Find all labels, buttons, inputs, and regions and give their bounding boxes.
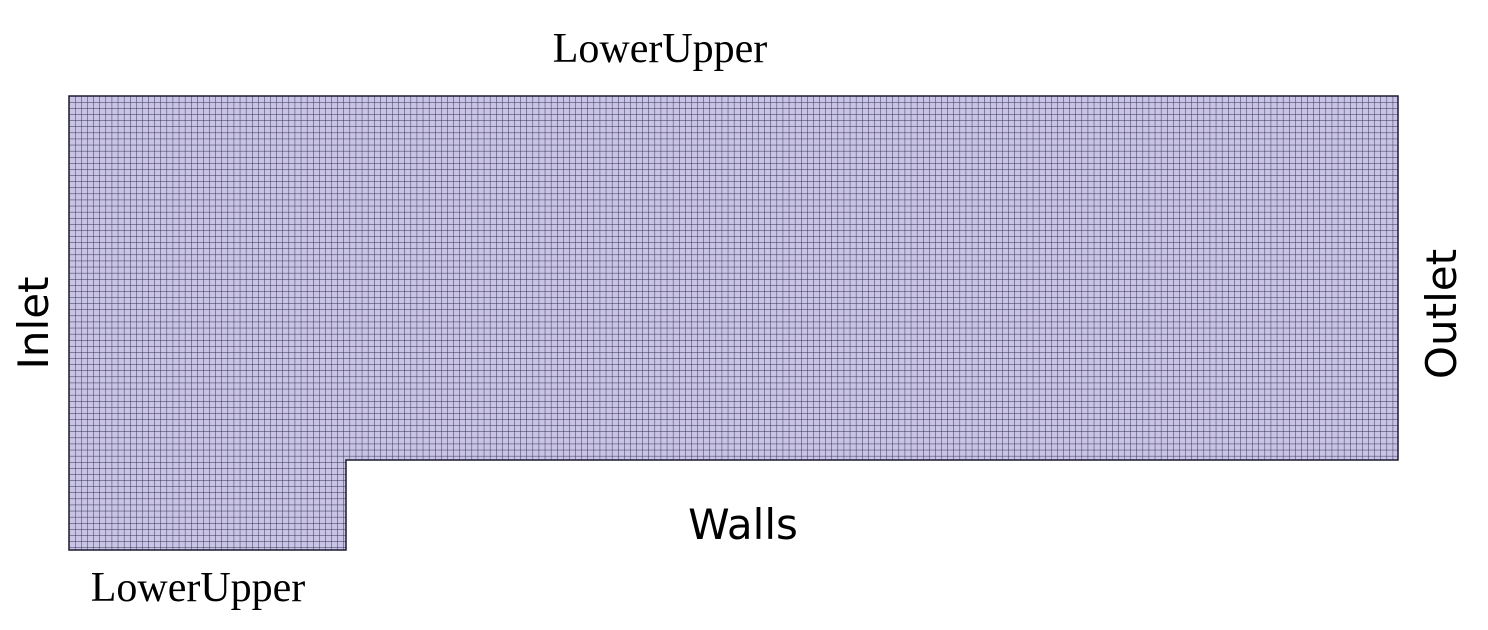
top-boundary-label: LowerUpper — [553, 26, 768, 72]
bottom-left-boundary-label: LowerUpper — [91, 565, 306, 611]
walls-label: Walls — [688, 500, 798, 549]
mesh-region — [68, 95, 1399, 551]
inlet-label: Inlet — [9, 277, 58, 370]
outlet-label: Outlet — [1417, 249, 1466, 379]
